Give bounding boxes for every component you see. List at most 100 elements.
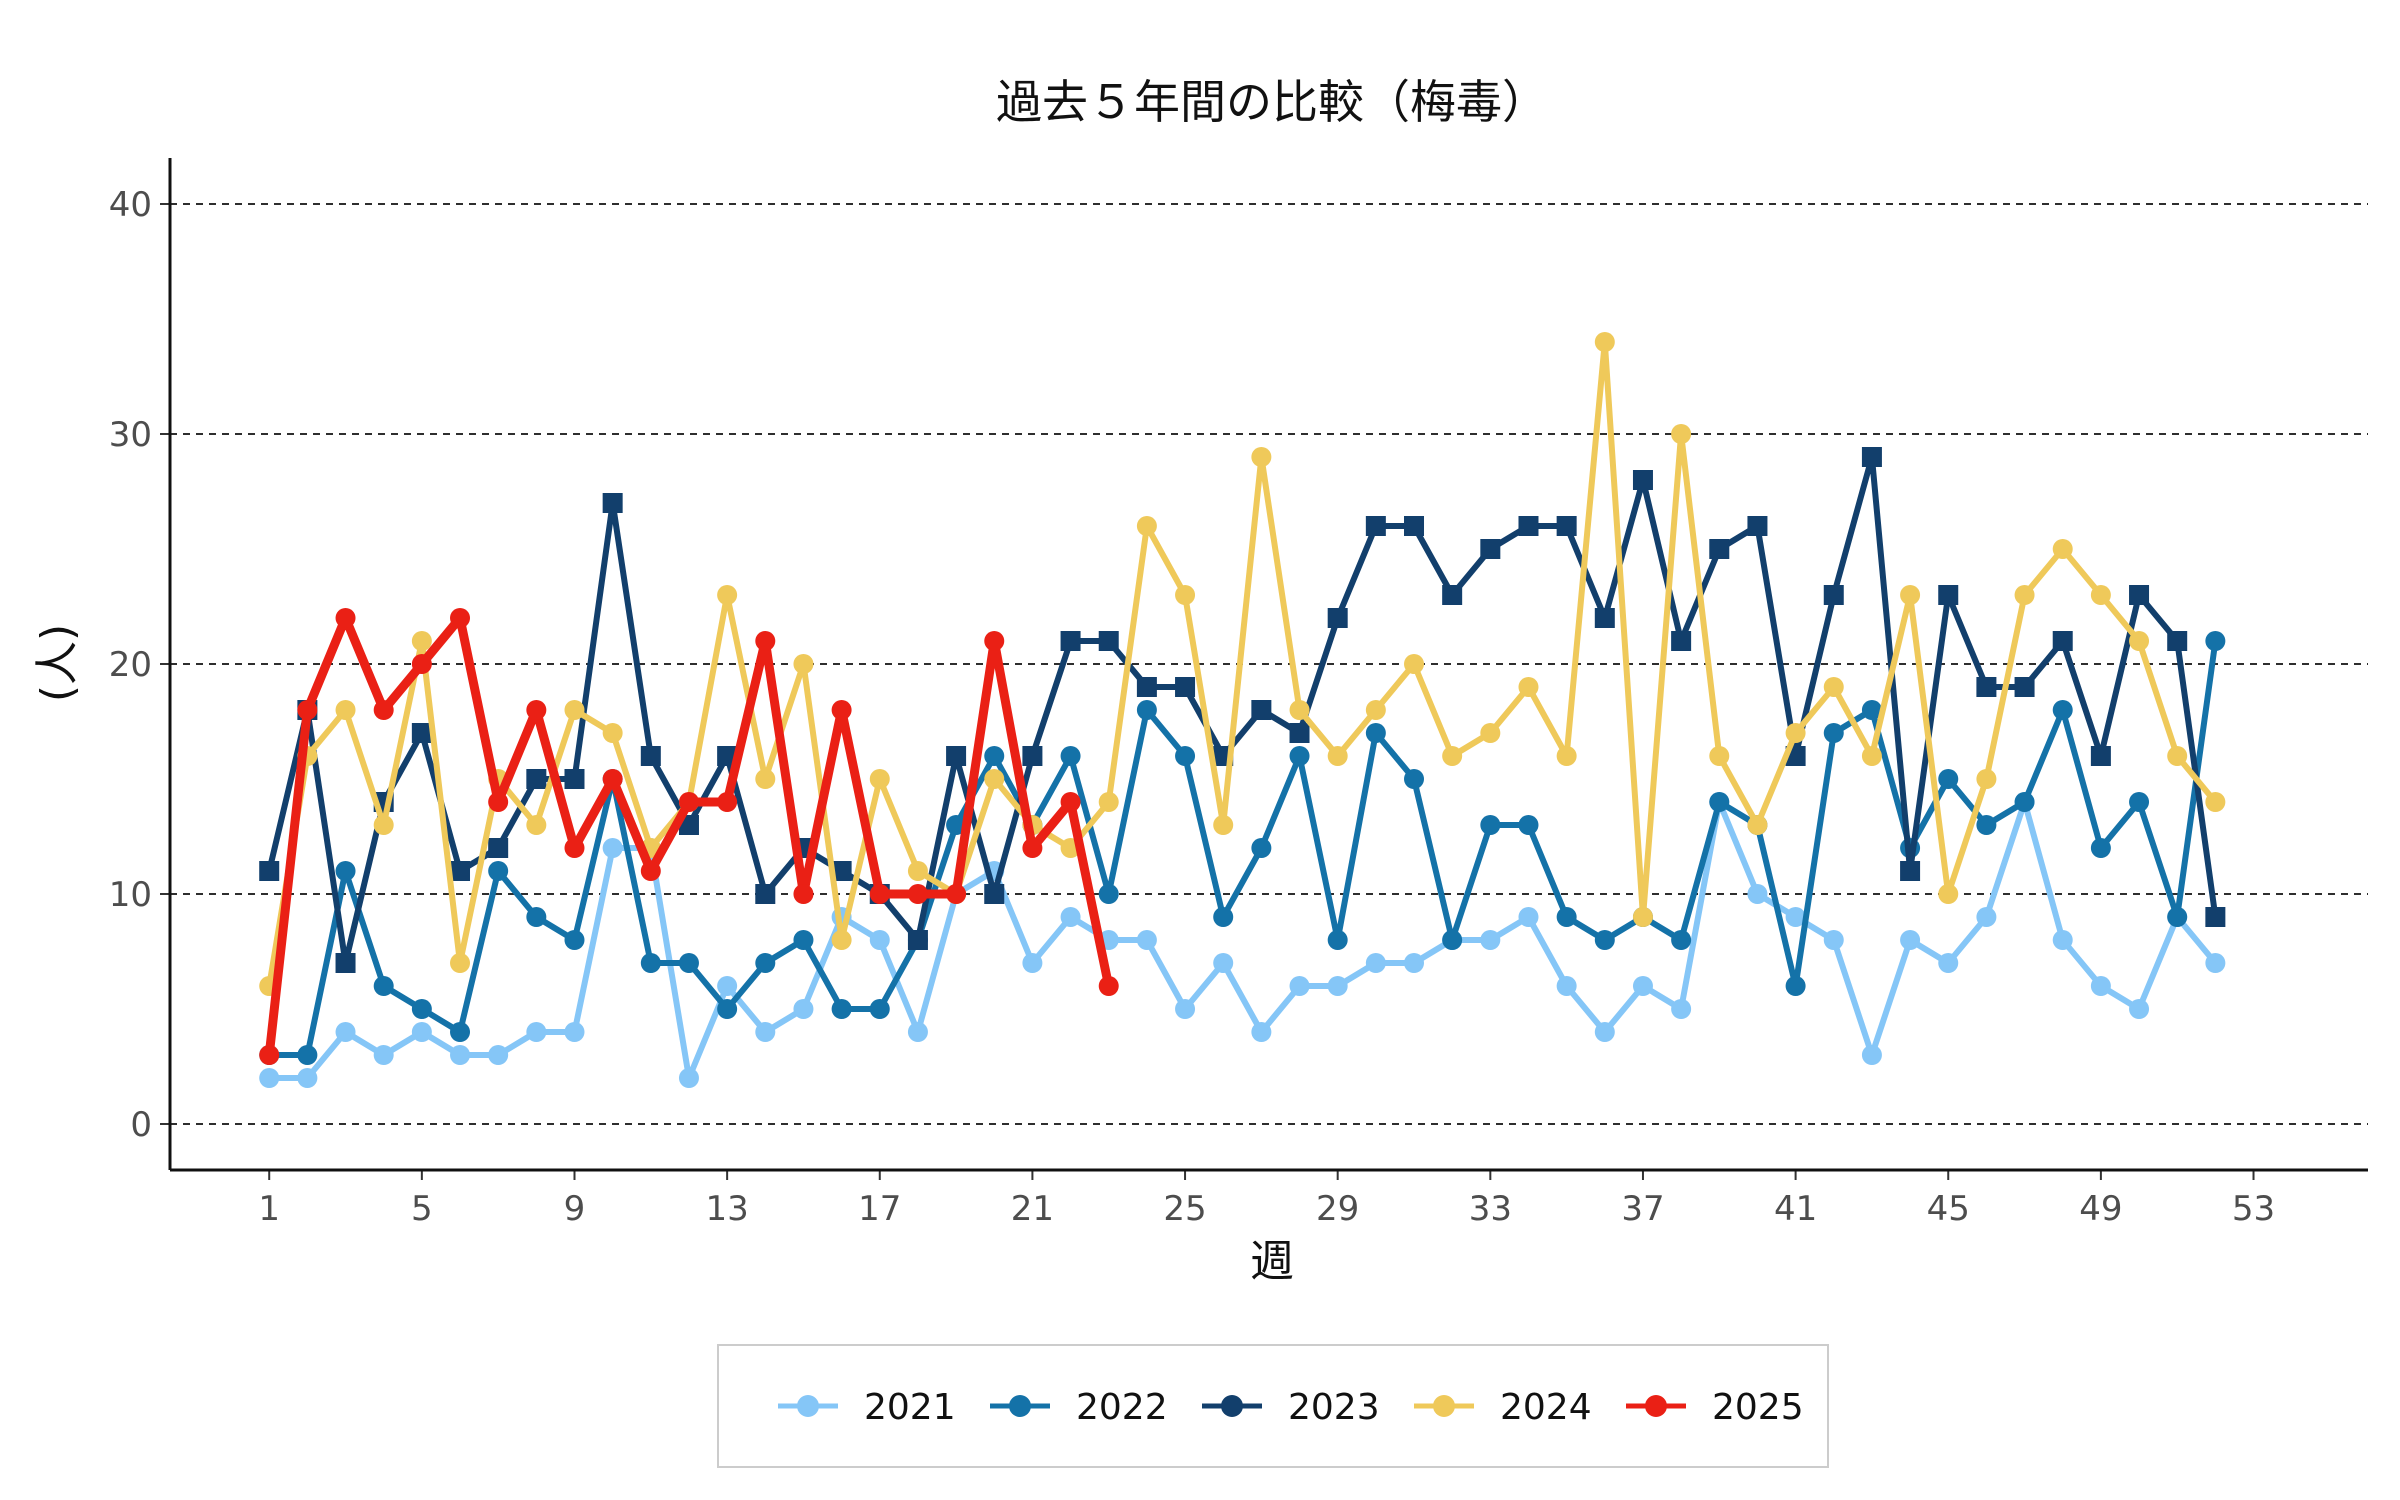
data-point: [1938, 585, 1959, 605]
data-point: [1594, 930, 1615, 950]
data-point: [411, 631, 432, 651]
data-point: [1823, 930, 1844, 950]
data-point: [2014, 585, 2035, 605]
data-point: [831, 930, 852, 950]
legend-item-2022: 2022: [990, 1387, 1168, 1428]
data-point: [1671, 999, 1692, 1019]
data-point: [1518, 815, 1539, 835]
series-line: [266, 638, 2219, 1058]
data-point: [335, 700, 356, 720]
data-point: [907, 861, 928, 881]
data-point: [450, 1045, 471, 1065]
data-point: [1289, 746, 1310, 766]
data-point: [488, 792, 509, 812]
data-point: [869, 930, 890, 950]
data-point: [1213, 907, 1234, 927]
x-tick-label: 33: [1469, 1189, 1512, 1229]
data-point: [1136, 700, 1157, 720]
data-point: [1861, 746, 1882, 766]
x-tick-label: 29: [1316, 1189, 1359, 1229]
data-point: [335, 1022, 356, 1042]
data-point: [793, 999, 814, 1019]
data-point: [411, 654, 432, 674]
data-point: [1098, 884, 1119, 904]
data-point: [793, 654, 814, 674]
data-point: [526, 1022, 547, 1042]
data-point: [1136, 516, 1157, 536]
data-point: [2090, 976, 2111, 996]
data-point: [373, 700, 394, 720]
data-point: [1861, 700, 1882, 720]
data-point: [1632, 470, 1653, 490]
data-point: [1671, 930, 1692, 950]
data-point: [602, 838, 623, 858]
data-point: [1861, 1045, 1882, 1065]
data-point: [488, 1045, 509, 1065]
data-point: [717, 999, 738, 1019]
data-point: [1480, 723, 1501, 743]
data-point: [450, 953, 471, 973]
data-point: [1136, 677, 1157, 697]
data-point: [2090, 746, 2111, 766]
data-point: [1022, 838, 1043, 858]
data-point: [602, 769, 623, 789]
data-point: [1060, 907, 1081, 927]
data-point: [1442, 585, 1463, 605]
data-point: [1785, 723, 1806, 743]
data-point: [717, 792, 738, 812]
data-point: [1823, 723, 1844, 743]
data-point: [1289, 723, 1310, 743]
x-tick-label: 41: [1774, 1189, 1817, 1229]
data-point: [450, 1022, 471, 1042]
data-point: [755, 1022, 776, 1042]
series-2021: [259, 792, 2226, 1088]
data-point: [1900, 585, 1921, 605]
legend-swatch-marker: [1645, 1395, 1667, 1417]
data-point: [564, 1022, 585, 1042]
data-point: [1251, 447, 1272, 467]
data-point: [678, 792, 699, 812]
legend-item-2021: 2021: [778, 1387, 956, 1428]
data-point: [1938, 953, 1959, 973]
data-point: [1365, 700, 1386, 720]
data-point: [2014, 792, 2035, 812]
axes: 0 10 20 30 40 1 5 9 13 17 21 25 29 33 37 41 45 49 53: [109, 158, 2368, 1229]
data-point: [1175, 746, 1196, 766]
data-point: [1556, 746, 1577, 766]
data-point: [1213, 953, 1234, 973]
data-point: [1480, 930, 1501, 950]
data-point: [411, 1022, 432, 1042]
data-point: [1404, 516, 1425, 536]
data-point: [1442, 746, 1463, 766]
data-point: [1136, 930, 1157, 950]
x-axis-title: 週: [1250, 1236, 1294, 1287]
data-point: [755, 953, 776, 973]
y-tick-label: 30: [109, 415, 152, 455]
data-point: [373, 976, 394, 996]
data-point: [1747, 884, 1768, 904]
legend-item-2023: 2023: [1202, 1387, 1380, 1428]
data-point: [564, 930, 585, 950]
legend-item-2024: 2024: [1414, 1387, 1592, 1428]
data-point: [602, 493, 623, 513]
data-point: [1861, 447, 1882, 467]
data-point: [1976, 815, 1997, 835]
data-point: [2167, 907, 2188, 927]
x-tick-label: 45: [1927, 1189, 1970, 1229]
data-point: [1251, 700, 1272, 720]
data-point: [1365, 953, 1386, 973]
series-line: [266, 799, 2219, 1081]
data-point: [1404, 769, 1425, 789]
legend-swatch-marker: [1009, 1395, 1031, 1417]
data-point: [1289, 700, 1310, 720]
data-point: [1251, 1022, 1272, 1042]
data-point: [2129, 999, 2150, 1019]
data-point: [1365, 516, 1386, 536]
x-tick-label: 25: [1163, 1189, 1206, 1229]
legend-label: 2023: [1288, 1387, 1380, 1428]
data-point: [297, 1068, 318, 1088]
data-point: [335, 953, 356, 973]
data-point: [1900, 930, 1921, 950]
data-point: [526, 700, 547, 720]
